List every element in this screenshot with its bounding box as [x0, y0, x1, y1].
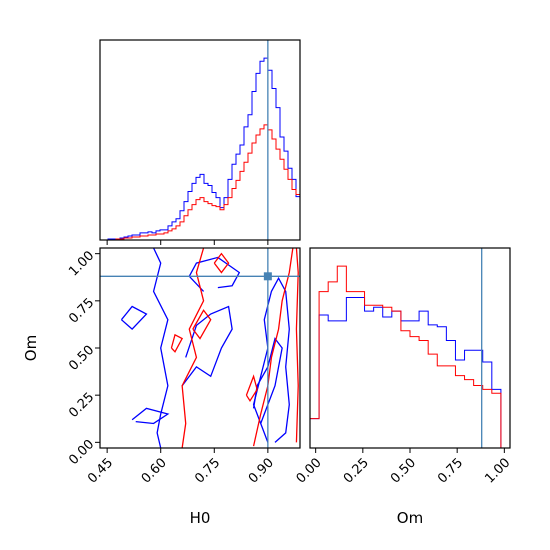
h0-om-contour-panel: 0.45 0.60 0.75 0.90 0.00 0.25 0.50 0.75 1.00 H0 Om — [22, 247, 301, 527]
h0-axis-label: H0 — [190, 509, 211, 527]
om-hist-axis-label: Om — [397, 509, 423, 527]
contour-xtick-label: 0.90 — [246, 455, 277, 486]
om-axis-label: Om — [22, 335, 40, 361]
contour-blue-0 — [152, 248, 169, 448]
contour-ytick-label: 0.00 — [66, 437, 97, 468]
contour-red-11 — [213, 252, 230, 274]
contour-xtick-label: 0.60 — [139, 455, 170, 486]
contour-blue-3 — [120, 305, 148, 331]
contour-ytick-label: 1.00 — [66, 248, 97, 279]
om-hist-xtick-label: 0.25 — [341, 455, 372, 486]
contour-red-13 — [170, 333, 184, 353]
h0-histogram-panel — [99, 39, 301, 245]
contour-red-10 — [192, 309, 212, 340]
contour-xtick-label: 0.45 — [85, 455, 116, 486]
om-hist-series-red-step — [310, 265, 510, 448]
contour-blue-4 — [131, 407, 170, 425]
om-hist-series-blue-step — [310, 296, 510, 448]
contour-ytick-label: 0.75 — [66, 296, 97, 327]
om-hist-xtick-label: 0.75 — [435, 455, 466, 486]
contour-blue-6 — [252, 337, 283, 424]
om-hist-xtick-label: 0.00 — [294, 455, 325, 486]
om-hist-frame — [309, 247, 511, 449]
om-hist-xtick-label: 1.00 — [482, 455, 513, 486]
h0-hist-series-red-step — [100, 124, 300, 240]
contour-xtick-label: 0.75 — [192, 455, 223, 486]
contour-red-9 — [295, 248, 299, 443]
h0-hist-frame — [99, 39, 301, 241]
contour-ytick-label: 0.25 — [66, 390, 97, 421]
contour-ytick-label: 0.50 — [66, 343, 97, 374]
truth-marker — [263, 272, 272, 281]
om-histogram-panel: 0.00 0.25 0.50 0.75 1.00 Om — [294, 247, 513, 527]
contour-red-7 — [181, 248, 205, 448]
contour-blue-5 — [181, 305, 233, 387]
om-hist-xtick-label: 0.50 — [388, 455, 419, 486]
contour-red-12 — [245, 374, 258, 403]
contour-red-8 — [252, 248, 294, 447]
h0-hist-series-blue-step — [100, 57, 300, 240]
